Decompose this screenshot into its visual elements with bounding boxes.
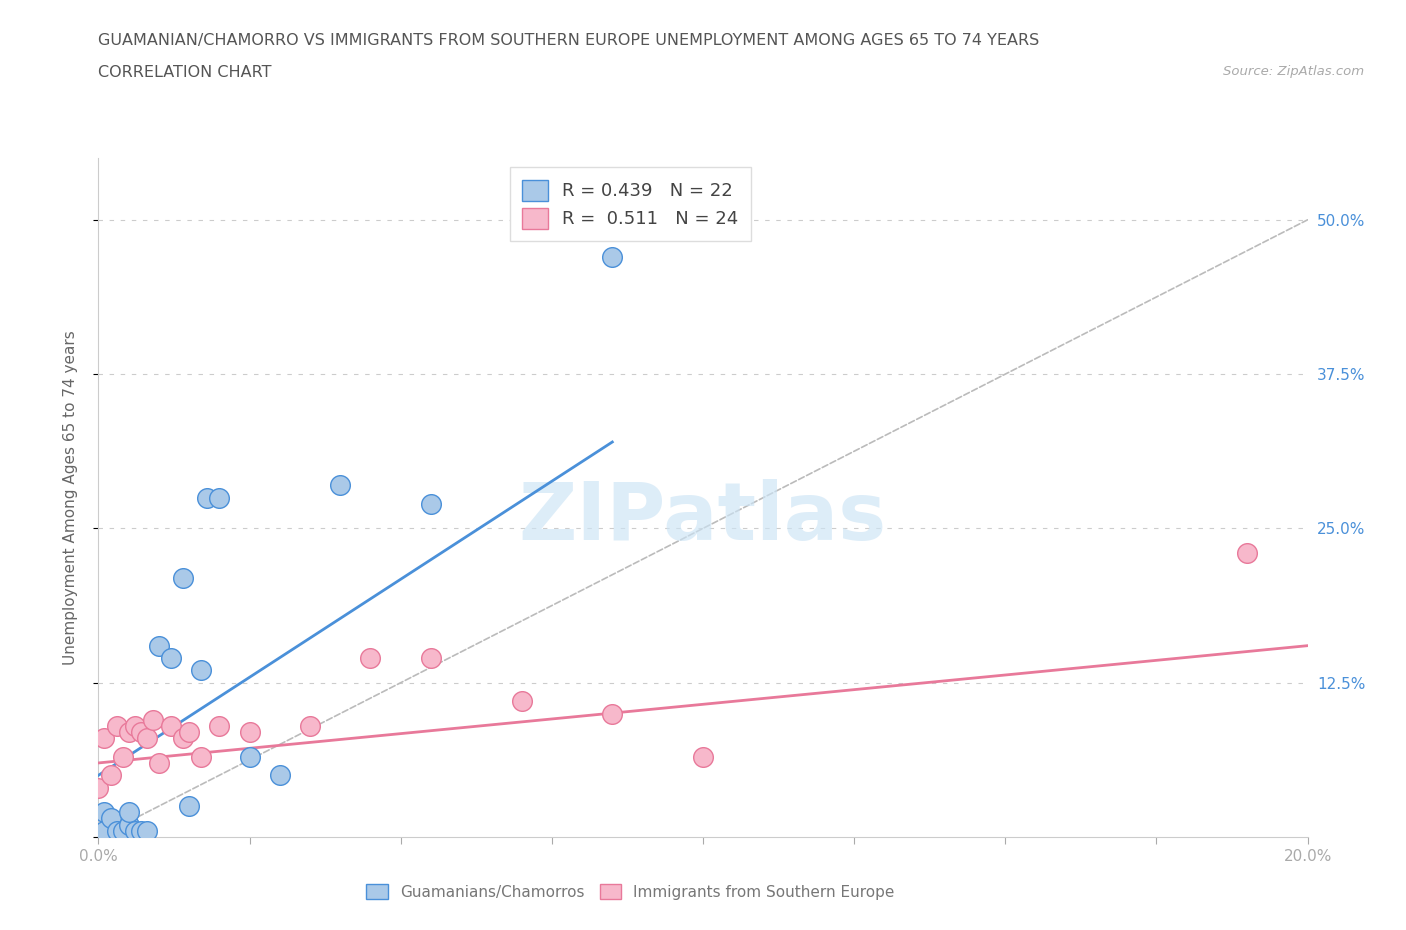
Point bbox=[124, 719, 146, 734]
Point bbox=[239, 750, 262, 764]
Point bbox=[172, 570, 194, 585]
Point bbox=[602, 706, 624, 721]
Point bbox=[135, 823, 157, 838]
Point bbox=[208, 719, 231, 734]
Point bbox=[135, 731, 157, 746]
Text: ZIPatlas: ZIPatlas bbox=[519, 479, 887, 557]
Point bbox=[148, 755, 170, 770]
Point bbox=[129, 823, 152, 838]
Point bbox=[124, 823, 146, 838]
Point bbox=[87, 780, 110, 795]
Legend: Guamanians/Chamorros, Immigrants from Southern Europe: Guamanians/Chamorros, Immigrants from So… bbox=[359, 876, 903, 908]
Point bbox=[179, 724, 201, 739]
Point bbox=[190, 663, 212, 678]
Point bbox=[105, 719, 128, 734]
Point bbox=[118, 804, 141, 819]
Point bbox=[602, 249, 624, 264]
Text: GUAMANIAN/CHAMORRO VS IMMIGRANTS FROM SOUTHERN EUROPE UNEMPLOYMENT AMONG AGES 65: GUAMANIAN/CHAMORRO VS IMMIGRANTS FROM SO… bbox=[98, 33, 1039, 47]
Point bbox=[160, 651, 183, 666]
Point bbox=[100, 811, 122, 826]
Point bbox=[93, 731, 115, 746]
Point bbox=[190, 750, 212, 764]
Point bbox=[111, 823, 134, 838]
Y-axis label: Unemployment Among Ages 65 to 74 years: Unemployment Among Ages 65 to 74 years bbox=[63, 330, 77, 665]
Point bbox=[692, 750, 714, 764]
Point bbox=[510, 694, 533, 709]
Point bbox=[148, 638, 170, 653]
Point bbox=[1236, 546, 1258, 561]
Point bbox=[179, 799, 201, 814]
Point bbox=[239, 724, 262, 739]
Point bbox=[360, 651, 382, 666]
Point bbox=[195, 490, 218, 505]
Point bbox=[118, 817, 141, 832]
Point bbox=[208, 490, 231, 505]
Point bbox=[299, 719, 322, 734]
Point bbox=[420, 651, 443, 666]
Point bbox=[111, 750, 134, 764]
Point bbox=[118, 724, 141, 739]
Point bbox=[93, 823, 115, 838]
Point bbox=[105, 823, 128, 838]
Point bbox=[269, 768, 291, 783]
Point bbox=[129, 724, 152, 739]
Point bbox=[160, 719, 183, 734]
Point bbox=[329, 478, 352, 493]
Point bbox=[420, 497, 443, 512]
Text: Source: ZipAtlas.com: Source: ZipAtlas.com bbox=[1223, 65, 1364, 78]
Point bbox=[172, 731, 194, 746]
Point bbox=[93, 804, 115, 819]
Point bbox=[100, 768, 122, 783]
Text: CORRELATION CHART: CORRELATION CHART bbox=[98, 65, 271, 80]
Point bbox=[142, 712, 165, 727]
